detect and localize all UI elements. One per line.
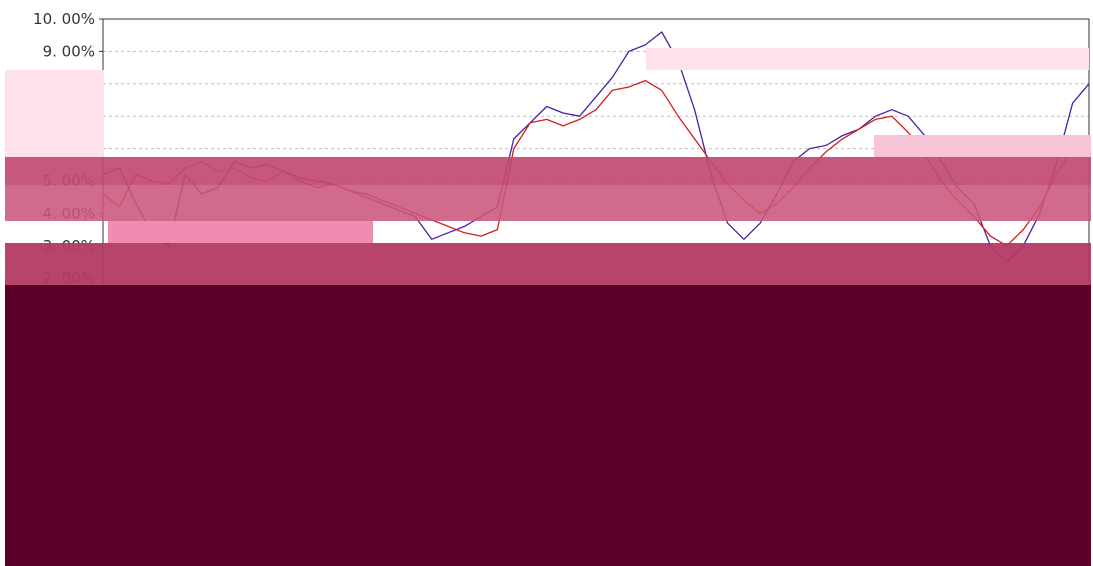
y-tick-label: 5. 00%: [43, 172, 95, 190]
y-tick-label: 8. 00%: [43, 75, 95, 93]
y-tick-label: 3. 00%: [43, 237, 95, 255]
series-lines: [102, 31, 1090, 263]
grid: [103, 18, 1089, 279]
y-axis-ticks: 10. 00% 9. 00% 8. 00% 7. 00% 6. 00% 5. 00% 4. …: [33, 10, 103, 287]
y-tick-label: 7. 00%: [43, 107, 95, 125]
y-tick-label: 2. 00%: [43, 269, 95, 287]
y-tick-label: 10. 00%: [33, 10, 95, 28]
series-line-1: [102, 31, 1090, 263]
y-tick-label: 6. 00%: [43, 140, 95, 158]
y-tick-label: 4. 00%: [43, 204, 95, 222]
y-tick-label: 9. 00%: [43, 42, 95, 60]
series-line-2: [102, 79, 1090, 247]
